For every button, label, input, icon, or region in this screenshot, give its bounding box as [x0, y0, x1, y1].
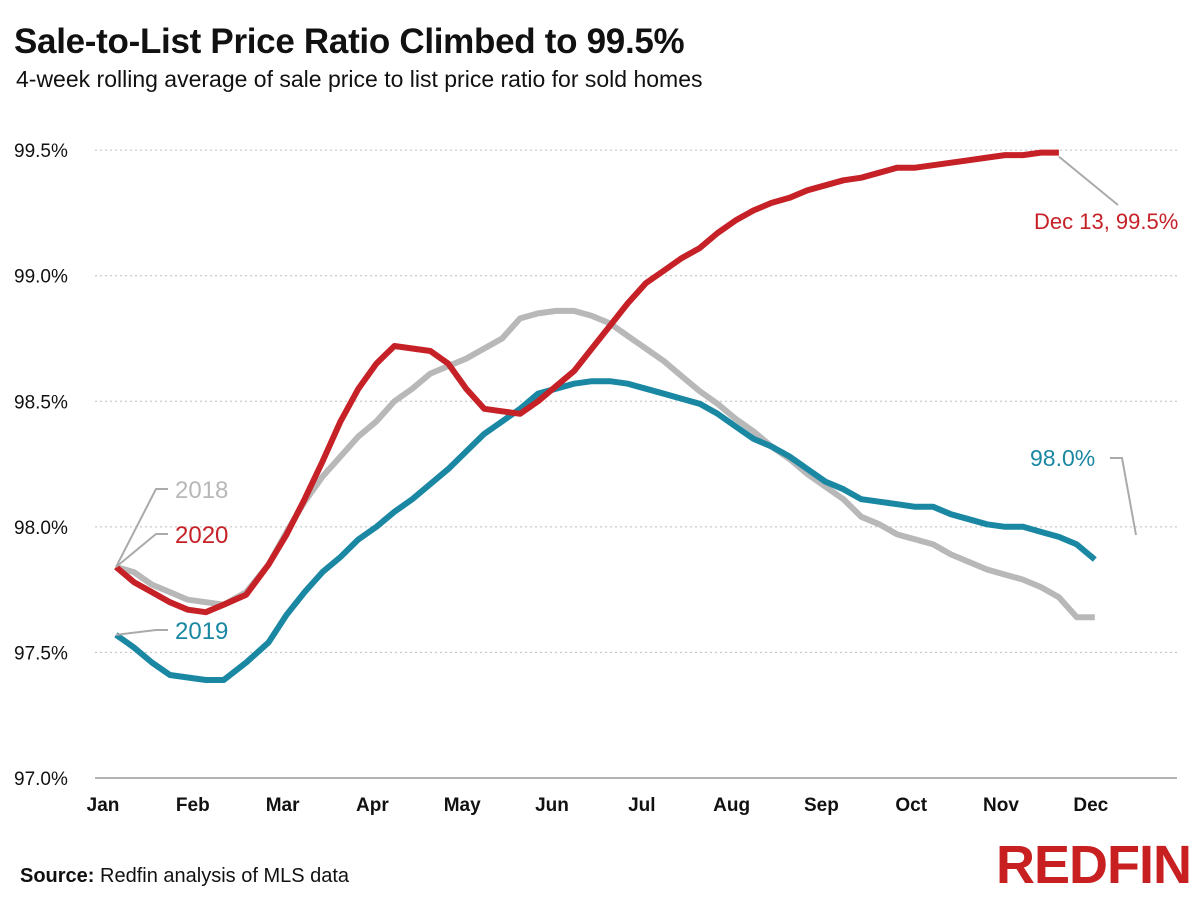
source-text: Redfin analysis of MLS data	[100, 865, 350, 887]
x-tick-label: Sep	[804, 795, 839, 816]
x-tick-label: Nov	[983, 795, 1019, 816]
chart-title: Sale-to-List Price Ratio Climbed to 99.5…	[14, 22, 685, 61]
y-tick-label: 98.0%	[14, 518, 68, 539]
y-tick-label: 99.0%	[14, 267, 68, 288]
series-line-2020	[114, 149, 1059, 616]
x-tick-label: Apr	[356, 795, 389, 816]
x-tick-label: Jun	[535, 795, 569, 816]
series-line-2019	[114, 378, 1097, 683]
leader-line-98	[1110, 457, 1137, 536]
y-tick-label: 97.0%	[14, 769, 68, 790]
x-tick-label: Mar	[266, 795, 300, 816]
annotation-dec13: Dec 13, 99.5%	[1034, 209, 1178, 234]
x-tick-label: May	[444, 795, 481, 816]
series-label-2018: 2018	[175, 477, 228, 504]
x-tick-label: Jan	[87, 795, 120, 816]
x-tick-label: Oct	[895, 795, 927, 816]
redfin-logo: REDFIN	[996, 836, 1192, 892]
chart-subtitle: 4-week rolling average of sale price to …	[16, 66, 703, 92]
annotation-98: 98.0%	[1030, 445, 1095, 471]
x-tick-label: Aug	[713, 795, 750, 816]
leader-line-dec13	[1058, 155, 1119, 206]
redfin-logo-text: REDFIN	[996, 836, 1191, 892]
leader-line-2019	[115, 629, 168, 636]
x-tick-label: Feb	[176, 795, 210, 816]
x-tick-label: Dec	[1073, 795, 1108, 816]
series-label-2019: 2019	[175, 618, 228, 645]
y-tick-label: 99.5%	[14, 141, 68, 162]
leader-line-2018	[115, 488, 168, 568]
source-label: Source:	[20, 865, 95, 887]
series-label-2020: 2020	[175, 522, 228, 549]
y-tick-label: 97.5%	[14, 643, 68, 664]
leader-line-2020	[115, 533, 168, 568]
x-tick-label: Jul	[628, 795, 655, 816]
y-tick-label: 98.5%	[14, 392, 68, 413]
source-note: Source: Redfin analysis of MLS data	[20, 865, 349, 888]
